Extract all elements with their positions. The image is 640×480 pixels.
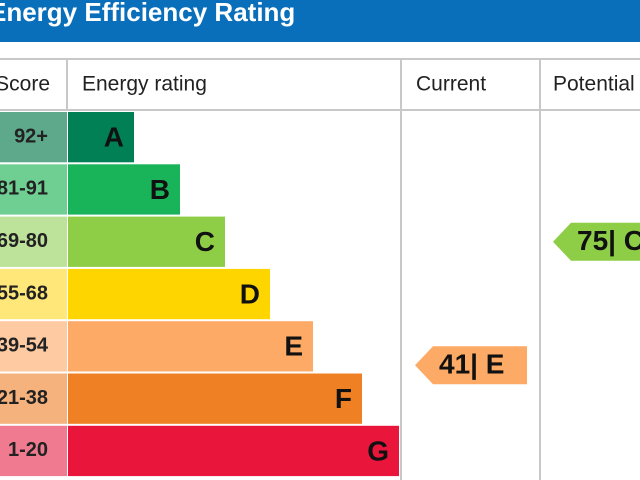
rating-header: Energy rating <box>82 73 207 96</box>
rating-letter: E <box>284 331 303 362</box>
score-cell <box>0 216 67 267</box>
rating-arrow-label: 41| E <box>439 349 504 380</box>
rating-bar <box>68 321 313 372</box>
rating-letter: G <box>367 435 389 466</box>
rating-arrow <box>415 346 527 385</box>
rating-letter: F <box>335 383 352 414</box>
rating-letter: B <box>150 174 170 205</box>
rating-letter: D <box>240 278 260 309</box>
table-grid <box>0 58 640 480</box>
title: Energy Efficiency Rating <box>0 0 295 27</box>
score-cell <box>0 425 67 477</box>
rating-bar <box>68 164 180 215</box>
score-range: 92+ <box>14 125 48 147</box>
score-range: 69-80 <box>0 230 48 252</box>
rating-bar <box>68 373 362 424</box>
potential-header: Potential <box>553 73 635 96</box>
score-range: 81-91 <box>0 178 48 200</box>
current-header: Current <box>416 73 486 96</box>
rating-letter: A <box>104 122 124 153</box>
score-header: Score <box>0 73 50 96</box>
score-cell <box>0 164 67 215</box>
rating-arrow-label: 75| C <box>577 225 640 256</box>
score-range: 21-38 <box>0 387 48 409</box>
title-bar <box>0 0 640 42</box>
score-cell <box>0 112 67 163</box>
score-cell <box>0 268 67 320</box>
rating-bar <box>68 112 134 163</box>
rating-arrow <box>553 222 640 261</box>
rating-bar <box>68 268 270 320</box>
rating-letter: C <box>195 226 215 257</box>
score-cell <box>0 373 67 424</box>
score-cell <box>0 321 67 372</box>
score-range: 1-20 <box>8 439 48 461</box>
rating-bar <box>68 216 225 267</box>
score-range: 55-68 <box>0 282 48 304</box>
score-range: 39-54 <box>0 335 49 357</box>
rating-bar <box>68 425 399 477</box>
